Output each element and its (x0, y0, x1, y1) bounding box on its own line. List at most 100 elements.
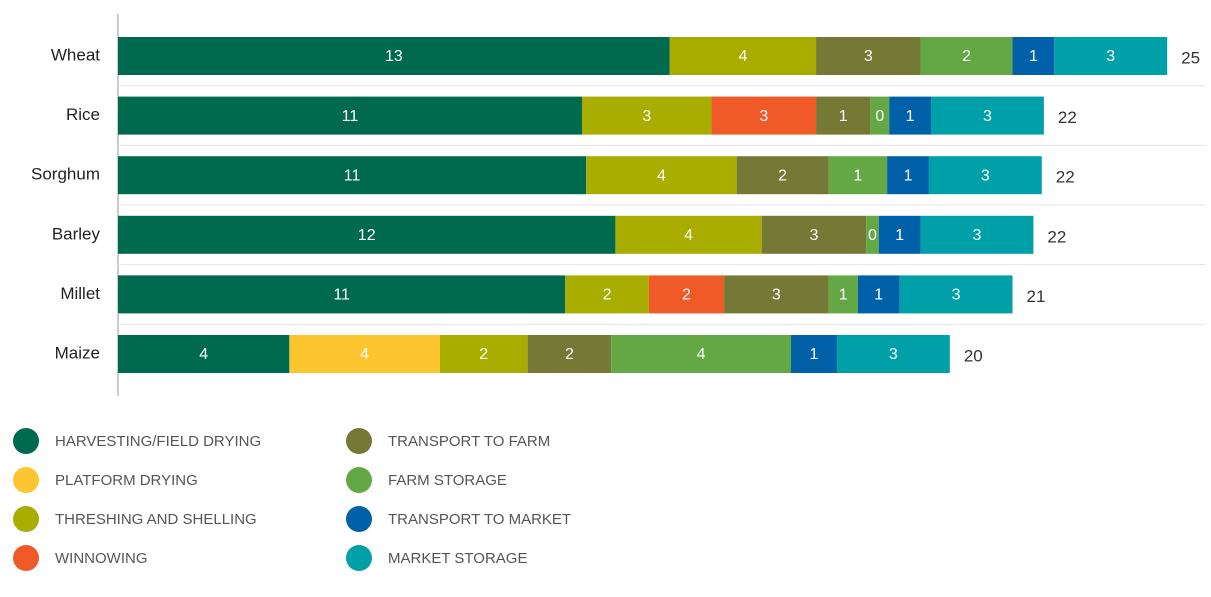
segment-label: 2 (565, 346, 574, 363)
category-label: Barley (52, 224, 101, 243)
bar-segment (790, 335, 837, 373)
total-label: 20 (964, 346, 983, 365)
legend-swatch (346, 428, 372, 454)
segment-label: 1 (839, 287, 848, 304)
bar-segment (527, 335, 612, 373)
legend-swatch (346, 467, 372, 493)
bar-segment (816, 96, 871, 135)
segment-label: 2 (962, 48, 971, 65)
total-label: 21 (1027, 287, 1046, 306)
bar-segment (887, 156, 929, 195)
segment-label: 4 (360, 346, 369, 363)
segment-label: 4 (738, 48, 747, 65)
bar-segment (586, 156, 737, 195)
category-label: Rice (66, 105, 100, 124)
bar-segment (931, 96, 1044, 135)
segment-label: 1 (906, 108, 915, 125)
legend-swatch (346, 506, 372, 532)
segment-label: 11 (344, 167, 361, 184)
bar-segment (648, 275, 725, 314)
legend-label: TRANSPORT TO MARKET (388, 511, 571, 528)
bar-segment (669, 37, 817, 75)
legend-label: WINNOWING (55, 550, 147, 567)
legend-swatch (13, 467, 39, 493)
bar-segment (920, 37, 1013, 75)
segment-label: 11 (342, 108, 359, 125)
legend-swatch (346, 545, 372, 571)
segment-label: 1 (874, 287, 883, 304)
bar-segment (118, 96, 582, 135)
bar-segment (118, 37, 670, 75)
bar-segment (857, 275, 900, 314)
segment-label: 4 (199, 346, 208, 363)
bar-segment (724, 275, 829, 314)
legend-label: TRANSPORT TO FARM (388, 433, 550, 450)
bar-segment (920, 215, 1034, 254)
segment-label: 3 (1106, 48, 1115, 65)
segment-label: 3 (973, 227, 982, 244)
bar-segment (118, 156, 587, 195)
total-label: 22 (1058, 108, 1077, 127)
bar-segment (889, 96, 932, 135)
bar-segment (870, 96, 890, 135)
bar-segment (711, 96, 817, 135)
total-label: 22 (1056, 168, 1075, 187)
segment-label: 4 (684, 227, 693, 244)
bar-segment (118, 275, 566, 314)
segment-label: 3 (772, 287, 781, 304)
total-label: 22 (1047, 227, 1066, 246)
bar-segment (289, 335, 440, 373)
bar-segment (816, 37, 921, 75)
bar-segment (878, 215, 921, 254)
segment-label: 1 (839, 108, 848, 125)
bar-segment (899, 275, 1013, 314)
legend-label: PLATFORM DRYING (55, 472, 198, 489)
bar-segment (736, 156, 829, 195)
segment-label: 12 (358, 227, 376, 244)
bar-segment (928, 156, 1042, 195)
category-label: Millet (60, 284, 100, 303)
segment-label: 2 (778, 167, 787, 184)
bar-segment (581, 96, 712, 135)
bar-segment (836, 335, 950, 373)
bar-segment (761, 215, 867, 254)
segment-label: 13 (385, 48, 403, 65)
bar-segment (866, 215, 879, 254)
segment-label: 3 (642, 108, 651, 125)
segment-label: 1 (810, 346, 819, 363)
category-label: Sorghum (31, 165, 100, 184)
legend-swatch (13, 428, 39, 454)
segment-label: 2 (682, 287, 691, 304)
segment-label: 1 (1029, 48, 1038, 65)
segment-label: 11 (333, 287, 350, 304)
legend-swatch (13, 545, 39, 571)
legend-label: FARM STORAGE (388, 472, 507, 489)
bar-segment (1054, 37, 1168, 75)
segment-label: 2 (479, 346, 488, 363)
segment-label: 3 (810, 227, 819, 244)
segment-label: 1 (904, 167, 913, 184)
segment-label: 3 (952, 287, 961, 304)
legend-label: HARVESTING/FIELD DRYING (55, 433, 261, 450)
bar-segment (828, 275, 858, 314)
legend-label: THRESHING AND SHELLING (55, 511, 257, 528)
bar-segment (565, 275, 649, 314)
bar-segment (1012, 37, 1055, 75)
segment-label: 4 (657, 167, 666, 184)
segment-label: 3 (759, 108, 768, 125)
segment-label: 0 (875, 108, 884, 125)
segment-label: 4 (697, 346, 706, 363)
legend-label: MARKET STORAGE (388, 550, 527, 567)
segment-label: 2 (603, 287, 612, 304)
bar-segment (611, 335, 791, 373)
total-label: 25 (1181, 48, 1200, 67)
segment-label: 0 (868, 227, 877, 244)
category-label: Wheat (51, 45, 100, 64)
segment-label: 3 (889, 346, 898, 363)
segment-label: 3 (981, 167, 990, 184)
bar-segment (615, 215, 762, 254)
bar-segment (828, 156, 888, 195)
bar-segment (118, 215, 616, 254)
segment-label: 3 (864, 48, 873, 65)
